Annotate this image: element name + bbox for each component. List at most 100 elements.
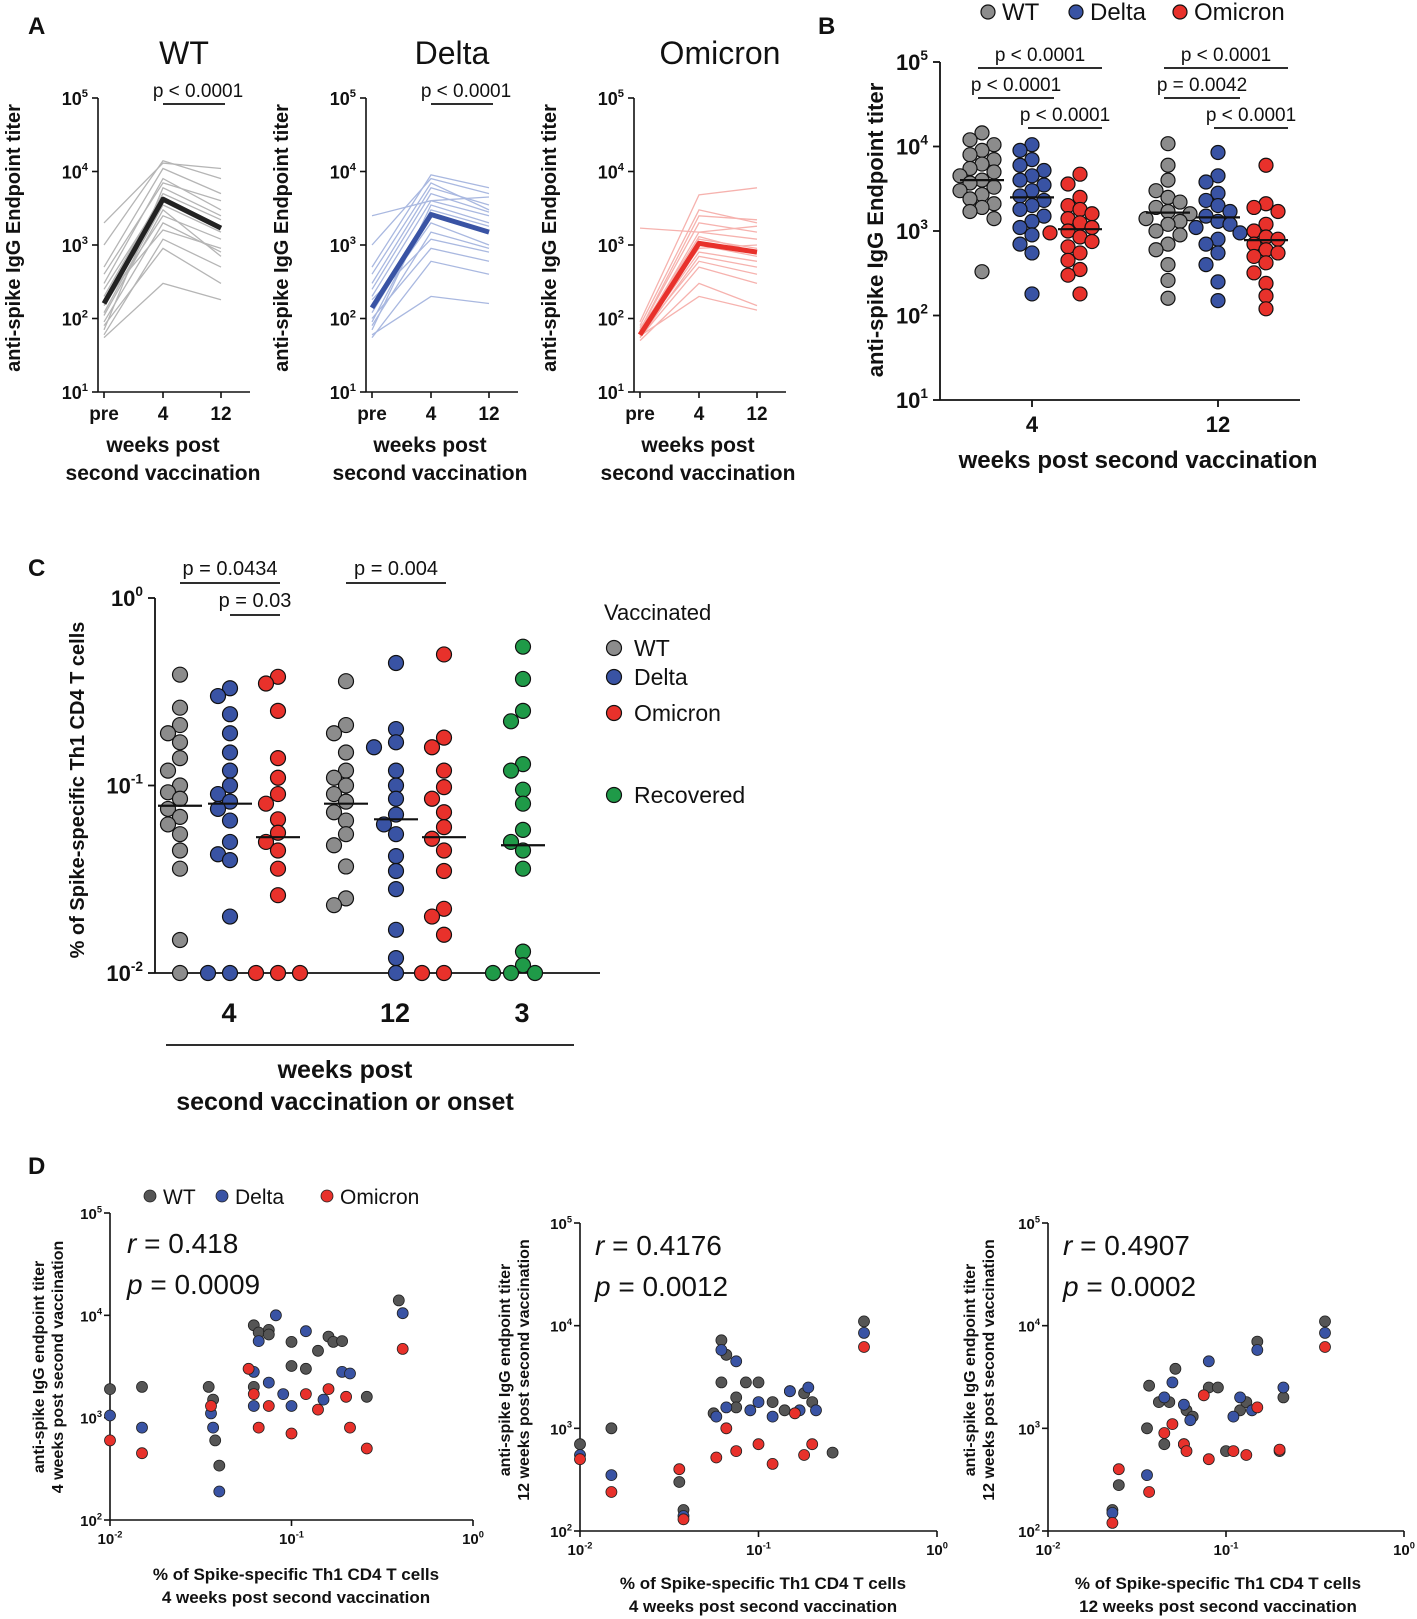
a1-xlabel-line1: weeks post xyxy=(105,434,219,457)
data-point xyxy=(221,744,239,761)
data-point-wt xyxy=(336,1335,349,1347)
data-point xyxy=(337,673,355,690)
data-point xyxy=(514,821,532,838)
data-point xyxy=(1024,245,1040,261)
panel-a-title: Omicron xyxy=(660,35,781,71)
data-point xyxy=(1160,157,1176,173)
b-ylabel: anti-spike IgG Endpoint titer xyxy=(863,82,888,377)
individual-line xyxy=(639,222,758,331)
y-tick-label: 103 xyxy=(80,1409,102,1428)
data-point-delta xyxy=(720,1401,733,1414)
data-point xyxy=(269,702,287,719)
y-tick-label: 102 xyxy=(1018,1522,1040,1541)
data-point-delta xyxy=(1202,1355,1215,1368)
data-point xyxy=(1210,274,1226,290)
data-point-delta xyxy=(136,1421,148,1434)
data-point xyxy=(435,842,453,859)
data-point xyxy=(502,713,520,730)
data-point xyxy=(387,762,405,779)
data-point xyxy=(221,833,239,851)
individual-line xyxy=(371,196,490,217)
legend-label-omicron: Omicron xyxy=(634,700,721,726)
y-tick-label: 104 xyxy=(598,161,625,182)
data-point xyxy=(1024,286,1040,302)
panel-b-chart: 101 102 103 104 105 4 12 WT Delta Omicron p < 0.00… xyxy=(896,0,1300,437)
data-point-wt xyxy=(1141,1422,1153,1435)
y-tick-label: 105 xyxy=(896,48,928,75)
data-point-delta xyxy=(1178,1398,1190,1411)
y-tick-label: 10-2 xyxy=(106,959,143,986)
data-point-wt xyxy=(202,1381,215,1393)
c-xlabel-line1: weeks post xyxy=(277,1056,413,1084)
individual-line xyxy=(103,167,222,268)
data-point xyxy=(291,964,309,982)
data-point xyxy=(221,852,239,869)
data-point-omicron xyxy=(1202,1453,1215,1466)
data-point xyxy=(221,725,239,742)
data-point xyxy=(974,125,990,141)
y-tick-label: 101 xyxy=(896,386,928,413)
data-point xyxy=(514,670,532,688)
data-point-omicron xyxy=(262,1400,275,1412)
data-point xyxy=(387,921,405,938)
y-tick-label: 103 xyxy=(330,235,356,256)
data-point xyxy=(502,762,520,779)
data-point-omicron xyxy=(1166,1418,1179,1430)
data-point-omicron xyxy=(766,1458,779,1470)
data-point xyxy=(337,777,355,794)
data-point-delta xyxy=(1251,1344,1264,1356)
median-line xyxy=(369,212,490,310)
data-point-delta xyxy=(207,1421,220,1434)
data-point xyxy=(171,666,189,683)
data-point-omicron xyxy=(574,1453,586,1466)
data-point xyxy=(962,191,978,207)
legend-marker-delta xyxy=(215,1189,229,1203)
data-point-delta xyxy=(1184,1414,1197,1427)
correlation-r: r = 0.4907 xyxy=(1063,1230,1190,1261)
data-point xyxy=(269,964,287,982)
data-point xyxy=(337,812,355,829)
data-point xyxy=(375,816,393,833)
data-point-delta xyxy=(744,1404,757,1417)
data-point xyxy=(1060,176,1076,192)
a3-xlabel-line1: weeks post xyxy=(640,434,754,457)
x-tick-label: 4 xyxy=(221,998,236,1028)
data-point-omicron xyxy=(104,1434,116,1447)
data-point xyxy=(1060,252,1076,268)
data-point xyxy=(171,808,189,826)
data-point xyxy=(514,795,532,812)
individual-line xyxy=(103,238,222,336)
data-point xyxy=(1024,227,1040,243)
data-point xyxy=(514,702,532,719)
legend-label-delta: Delta xyxy=(1090,0,1147,26)
data-point-omicron xyxy=(1319,1341,1331,1353)
d3-xlabel-line1: % of Spike-specific Th1 CD4 T cells xyxy=(1075,1574,1361,1593)
data-point xyxy=(171,734,189,751)
data-point-omicron xyxy=(360,1442,373,1455)
data-point xyxy=(423,830,441,847)
data-point xyxy=(526,964,544,982)
data-point xyxy=(325,837,343,854)
data-point xyxy=(1246,199,1262,216)
individual-line xyxy=(103,182,222,275)
data-point-wt xyxy=(730,1401,743,1414)
data-point-omicron xyxy=(752,1438,765,1451)
data-point xyxy=(1198,236,1214,252)
y-tick-label: 100 xyxy=(111,584,143,611)
individual-line xyxy=(371,204,490,331)
data-point xyxy=(387,950,405,967)
data-point-delta xyxy=(730,1355,743,1368)
data-point-wt xyxy=(104,1383,116,1395)
data-point xyxy=(435,804,453,821)
individual-line xyxy=(639,282,758,342)
data-point xyxy=(1060,267,1076,283)
data-point xyxy=(1270,203,1286,220)
data-point-omicron xyxy=(1251,1401,1264,1414)
data-point xyxy=(1072,245,1088,261)
data-point xyxy=(435,762,453,779)
data-point-omicron xyxy=(673,1463,686,1476)
data-point xyxy=(221,812,239,829)
data-point xyxy=(1182,206,1198,222)
data-point xyxy=(387,848,405,865)
data-point-delta xyxy=(317,1393,330,1406)
